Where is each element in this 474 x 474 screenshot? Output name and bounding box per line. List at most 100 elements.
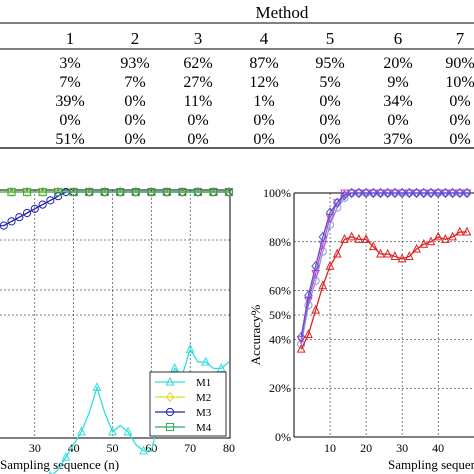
right-series-point [419, 187, 428, 199]
left-series-point-m4 [162, 187, 171, 197]
right-series-line [300, 192, 467, 340]
left-plot-frame [0, 189, 231, 439]
left-series-point-m2 [162, 186, 172, 198]
right-series-point [412, 243, 421, 253]
legend-label: M2 [196, 392, 211, 404]
legend-swatch-marker [165, 422, 175, 432]
left-series-point-m4 [209, 187, 218, 197]
table-cell: 0% [319, 131, 340, 148]
left-series-point-m1 [185, 343, 195, 353]
right-series-point [318, 280, 328, 290]
left-series-point-m3 [46, 196, 55, 205]
table-cell: 27% [183, 74, 212, 91]
right-series-point [462, 187, 472, 199]
right-x-tick-label: 30 [396, 441, 408, 455]
table-cell: 7% [59, 74, 80, 91]
left-series-point-m2 [7, 186, 16, 198]
right-y-tick-label: 50% [269, 308, 291, 322]
right-series-point [462, 226, 472, 236]
right-series-point [296, 343, 306, 353]
right-series-point [304, 329, 313, 339]
right-series-point [390, 187, 400, 199]
table-cell: 3% [59, 55, 80, 72]
left-series-point-m4 [178, 187, 187, 197]
right-series-point [433, 187, 443, 199]
table-cell: 0% [319, 112, 340, 129]
right-series-point [448, 187, 457, 199]
left-series-point-m1 [61, 451, 71, 461]
table-column-header: 5 [326, 29, 335, 48]
left-series-point-m3 [38, 200, 47, 209]
right-y-tick-label: 100% [263, 186, 291, 200]
right-y-tick-label: 0% [275, 430, 291, 444]
left-series-point-m3 [22, 208, 32, 218]
left-series-point-m1 [92, 382, 102, 391]
right-series-point [361, 234, 371, 243]
right-series-point [376, 248, 385, 258]
left-series-point-m2 [224, 186, 234, 198]
left-series-point-m2 [84, 186, 94, 198]
table-cell: 93% [120, 55, 149, 72]
left-x-tick-label: 40 [68, 441, 80, 455]
left-series-point-m2 [116, 186, 125, 198]
table-cell: 0% [187, 131, 208, 148]
left-series-point-m4 [193, 187, 203, 197]
table-cell: 20% [383, 55, 412, 72]
table-column-header: 4 [260, 29, 269, 48]
table-column-header: 7 [456, 29, 465, 48]
right-y-tick-label: 60% [269, 284, 291, 298]
right-series-point [397, 253, 407, 263]
left-series-point-m3 [7, 217, 16, 226]
left-series-point-m2 [147, 186, 156, 198]
table-cell: 7% [124, 74, 145, 91]
method-table: Method 1 2 3 4 5 6 7 3% 93% 62% 87% 95% 20% 90% 7% 7% 27%… [0, 3, 474, 149]
table-cell: 0% [59, 112, 80, 129]
left-series-line-m1 [52, 347, 230, 474]
table-cell: 0% [253, 112, 274, 129]
table-cell: 0% [449, 112, 470, 129]
left-series-point-m2 [209, 186, 218, 198]
left-series-point-m2 [193, 186, 203, 198]
table-cell: 0% [319, 93, 340, 110]
right-series-point [354, 187, 364, 199]
legend-swatch-marker [165, 376, 175, 386]
table-cell: 62% [183, 55, 212, 72]
table-column-header: 6 [394, 29, 403, 48]
table-cell: 11% [184, 93, 213, 110]
left-series-point-m3 [15, 213, 24, 222]
right-series-point [318, 231, 328, 243]
table-cell: 90% [445, 55, 474, 72]
left-x-axis-label: Sampling sequence (n) [0, 457, 119, 472]
left-series-point-m1 [216, 363, 226, 372]
left-series-point-m2 [22, 186, 32, 198]
left-series-point-m4 [69, 187, 78, 197]
right-x-tick-label: 40 [432, 441, 444, 455]
left-series-point-m4 [131, 187, 140, 197]
table-cell: 0% [124, 112, 145, 129]
right-series-point [304, 290, 313, 301]
right-series-point [325, 207, 335, 218]
legend-label: M1 [196, 377, 211, 389]
right-series-point [426, 187, 436, 199]
table-cell: 0% [124, 131, 145, 148]
table-column-header: 2 [131, 29, 140, 48]
table-column-header: 3 [194, 29, 203, 48]
right-series-point [426, 236, 436, 246]
right-x-tick-label: 10 [324, 441, 336, 455]
legend-swatch-marker [165, 391, 175, 403]
right-x-tick-label: 20 [360, 441, 372, 455]
left-series-point-m4 [116, 187, 125, 197]
right-series-point [296, 331, 306, 343]
right-series-point [361, 187, 371, 199]
right-series-point [390, 251, 400, 260]
right-series-point [412, 187, 421, 199]
legend-swatch-marker [165, 407, 175, 417]
table-cell: 0% [387, 112, 408, 129]
table-cell: 95% [315, 55, 344, 72]
legend-box [149, 371, 227, 437]
left-series-point-m1 [170, 363, 180, 372]
left-series-point-m4 [38, 187, 47, 197]
right-y-axis-label: Accuracy% [248, 305, 263, 366]
